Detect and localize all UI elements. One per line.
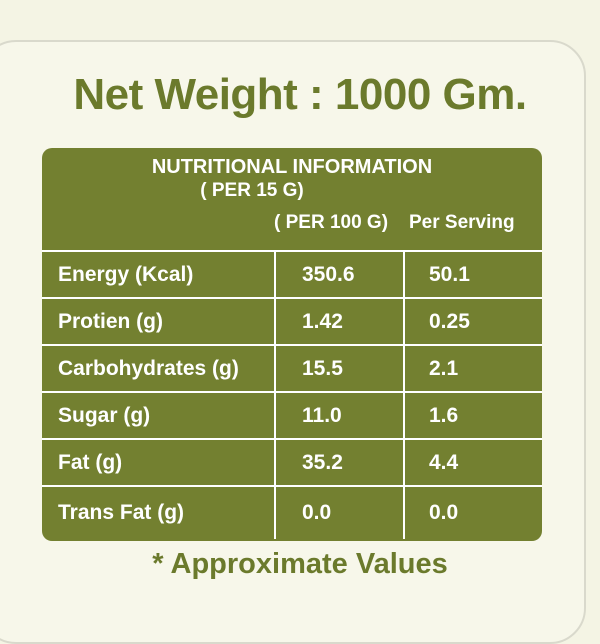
table-row: Sugar (g) 11.0 1.6	[42, 391, 542, 438]
table-body: Energy (Kcal) 350.6 50.1 Protien (g) 1.42 0.2…	[42, 250, 542, 539]
nutrient-value: 50.1	[429, 262, 470, 286]
table-row: Energy (Kcal) 350.6 50.1	[42, 250, 542, 297]
nutrient-name: Trans Fat (g)	[42, 487, 276, 539]
nutrient-value: 0.25	[429, 309, 470, 333]
net-weight: Net Weight : 1000 Gm.	[73, 70, 527, 119]
column-header: ( PER 100 G)	[274, 212, 389, 233]
nutrient-value: 35.2	[276, 440, 405, 485]
nutrient-name: Carbohydrates (g)	[42, 346, 276, 391]
page: {"header": {"title": "Net Weight : 1000 …	[0, 40, 586, 644]
column-header: Per Serving	[409, 212, 515, 233]
nutrient-name: Sugar (g)	[42, 393, 276, 438]
table-row: Trans Fat (g) 0.0 0.0	[42, 485, 542, 539]
table-row: Fat (g) 35.2 4.4	[42, 438, 542, 485]
footnote: * Approximate Values	[152, 548, 448, 580]
nutrient-value: 2.1	[429, 356, 459, 380]
table-row: Protien (g) 1.42 0.25	[42, 297, 542, 344]
nutrient-value: 0.0	[429, 501, 459, 524]
table-subtitle: ( PER 15 G)	[200, 180, 304, 201]
nutrient-value: 0.0	[276, 487, 405, 539]
nutrient-value: 11.0	[276, 393, 405, 438]
nutrient-name: Fat (g)	[42, 440, 276, 485]
nutrient-value: 1.42	[276, 299, 405, 344]
nutrient-value: 350.6	[276, 252, 405, 297]
nutrient-name: Energy (Kcal)	[42, 252, 276, 297]
nutrient-value: 1.6	[429, 403, 459, 427]
table-title: NUTRITIONAL INFORMATION	[151, 156, 433, 178]
nutrient-value: 4.4	[429, 450, 459, 474]
table-row: Carbohydrates (g) 15.5 2.1	[42, 344, 542, 391]
nutrient-value: 15.5	[276, 346, 405, 391]
nutrient-name: Protien (g)	[42, 299, 276, 344]
